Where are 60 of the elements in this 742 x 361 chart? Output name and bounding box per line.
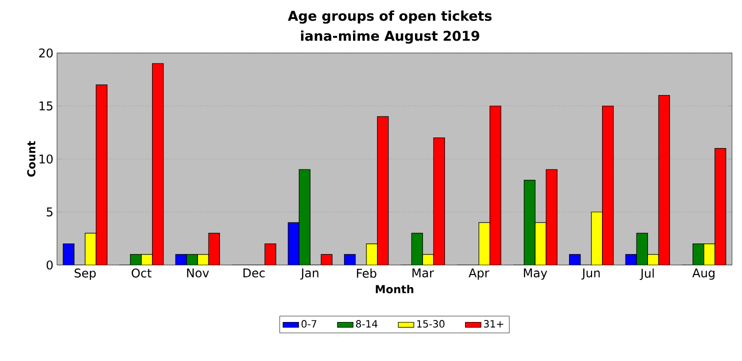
x-tick-label: Aug — [692, 268, 714, 280]
bar — [288, 222, 300, 265]
bar — [186, 254, 198, 265]
bar — [377, 116, 389, 265]
bar — [658, 95, 670, 265]
bar — [264, 244, 276, 265]
bar — [62, 244, 74, 265]
legend-label: 8-14 — [356, 320, 378, 328]
legend-label: 15-30 — [417, 320, 444, 328]
bar — [208, 232, 220, 265]
bar — [490, 106, 502, 265]
y-tick-label: 10 — [40, 154, 53, 164]
bar — [692, 244, 704, 265]
chart-subtitle: iana-mime August 2019 — [301, 30, 480, 44]
chart-title: Age groups of open tickets — [288, 10, 492, 24]
bar — [130, 254, 142, 265]
bar — [198, 254, 209, 265]
y-tick-label: 5 — [46, 208, 52, 216]
bar — [141, 254, 152, 265]
bar — [636, 232, 648, 265]
y-tick-label: 20 — [39, 48, 53, 58]
x-tick-label: Oct — [132, 268, 152, 278]
x-axis-title: Month — [376, 284, 414, 294]
y-axis-title: Count — [27, 141, 36, 177]
y-tick-label: 15 — [40, 102, 52, 110]
bar — [411, 232, 423, 265]
bar — [152, 64, 164, 265]
bar — [84, 232, 96, 265]
bar — [478, 222, 490, 265]
bar — [433, 137, 445, 265]
bar — [321, 254, 332, 265]
bar — [534, 222, 546, 265]
x-tick-label: Dec — [243, 268, 265, 278]
x-tick-label: Jul — [640, 268, 654, 280]
bar — [626, 254, 637, 265]
x-tick-label: Mar — [412, 268, 434, 278]
bar — [524, 180, 536, 265]
bar — [648, 254, 659, 265]
bar — [704, 244, 716, 265]
x-tick-label: Feb — [356, 268, 376, 278]
bar — [96, 84, 108, 265]
legend-label: 31+ — [484, 320, 504, 328]
x-tick-label: Sep — [74, 268, 96, 280]
x-tick-label: May — [524, 268, 548, 280]
legend-label: 0-7 — [302, 320, 316, 328]
bar — [569, 254, 580, 265]
bar — [714, 148, 726, 265]
bar — [344, 254, 356, 265]
bar — [591, 212, 603, 265]
x-tick-label: Nov — [187, 268, 209, 278]
x-tick-label: Apr — [468, 268, 490, 280]
bar — [176, 254, 187, 265]
bar — [422, 254, 434, 265]
bar — [602, 106, 614, 265]
x-tick-label: Jan — [300, 268, 318, 280]
bar — [546, 169, 558, 265]
bar — [366, 244, 378, 265]
x-tick-label: Jun — [581, 268, 600, 280]
bar — [298, 169, 310, 265]
y-tick-label: 0 — [46, 260, 53, 270]
